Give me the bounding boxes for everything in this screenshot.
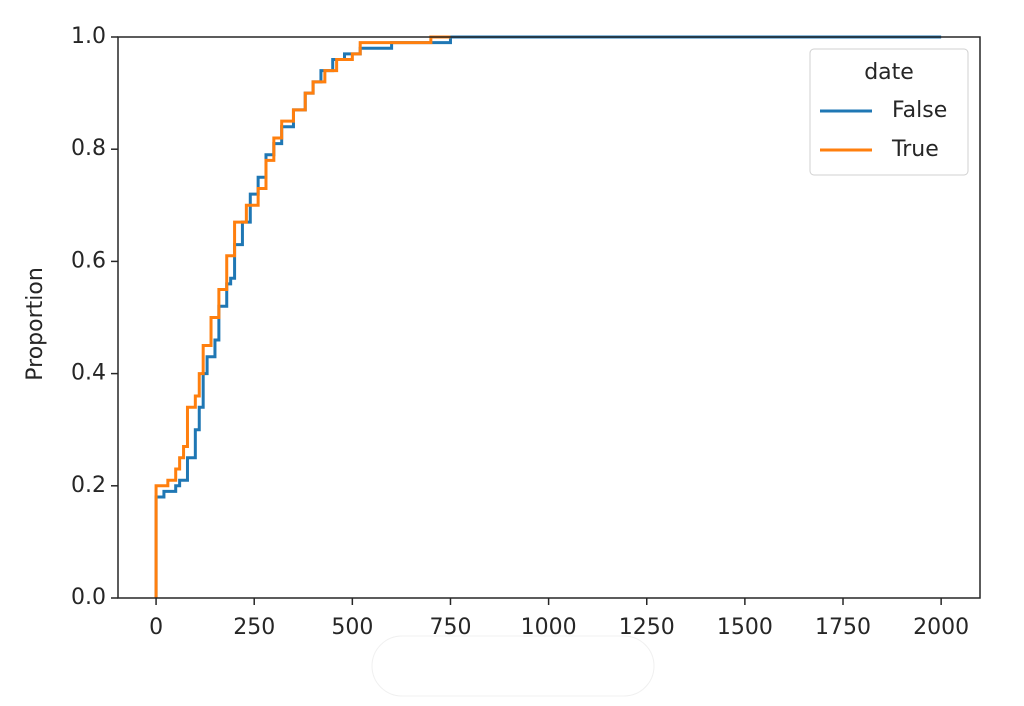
y-tick-label: 0.4 <box>71 361 106 386</box>
x-tick-label: 1000 <box>521 615 577 640</box>
x-tick-label: 250 <box>233 615 275 640</box>
plot-frame <box>117 36 981 599</box>
x-tick-label: 750 <box>429 615 471 640</box>
x-tick-label: 2000 <box>913 615 969 640</box>
legend-label: True <box>891 137 939 162</box>
x-tick-label: 1250 <box>619 615 675 640</box>
y-tick-label: 0.0 <box>71 585 106 610</box>
y-tick-label: 0.2 <box>71 473 106 498</box>
legend-box <box>809 48 969 176</box>
ecdf-line <box>154 35 451 598</box>
y-axis-label: Proportion <box>23 267 48 381</box>
x-tick-label: 500 <box>331 615 373 640</box>
x-tick-label: 1750 <box>815 615 871 640</box>
overlay-pill <box>371 635 655 697</box>
y-tick-label: 1.0 <box>71 24 106 49</box>
legend-title: date <box>864 60 914 85</box>
x-tick-label: 1500 <box>717 615 773 640</box>
y-tick-label: 0.6 <box>71 248 106 273</box>
x-tick-label: 0 <box>149 615 163 640</box>
legend-label: False <box>892 98 947 123</box>
y-tick-label: 0.8 <box>71 136 106 161</box>
